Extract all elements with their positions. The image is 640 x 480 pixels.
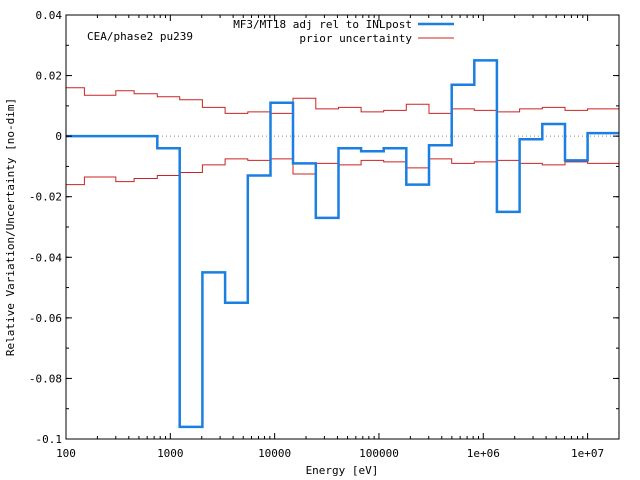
series-group [66,59,619,429]
y-tick-label: -0.04 [29,251,62,264]
y-tick-label: -0.02 [29,191,62,204]
x-tick-label: 1e+06 [467,447,500,460]
y-tick-label: -0.08 [29,372,62,385]
x-tick-label: 1e+07 [571,447,604,460]
y-axis-label: Relative Variation/Uncertainty [no-dim] [4,98,17,356]
legend: MF3/MT18 adj rel to INLpost prior uncert… [233,18,454,45]
x-axis-label: Energy [eV] [306,464,379,477]
x-tick-label: 100 [56,447,76,460]
legend-label-series-1: MF3/MT18 adj rel to INLpost [233,18,412,31]
plot-frame [65,14,620,440]
series-adjustment-step [66,59,619,429]
series-prior-uncertainty-upper [66,87,619,114]
x-tick-label: 1000 [157,447,184,460]
series-prior-uncertainty-lower [66,158,619,186]
y-tick-label: 0.02 [36,70,63,83]
y-tick-label: 0.04 [36,9,63,22]
legend-label-series-2: prior uncertainty [299,32,412,45]
y-tick-label: -0.06 [29,312,62,325]
y-tick-label: 0 [55,130,62,143]
chart-annotation: CEA/phase2 pu239 [87,30,193,43]
y-tick-label: -0.1 [36,433,63,446]
x-tick-label: 100000 [359,447,399,460]
x-tick-label: 10000 [258,447,291,460]
